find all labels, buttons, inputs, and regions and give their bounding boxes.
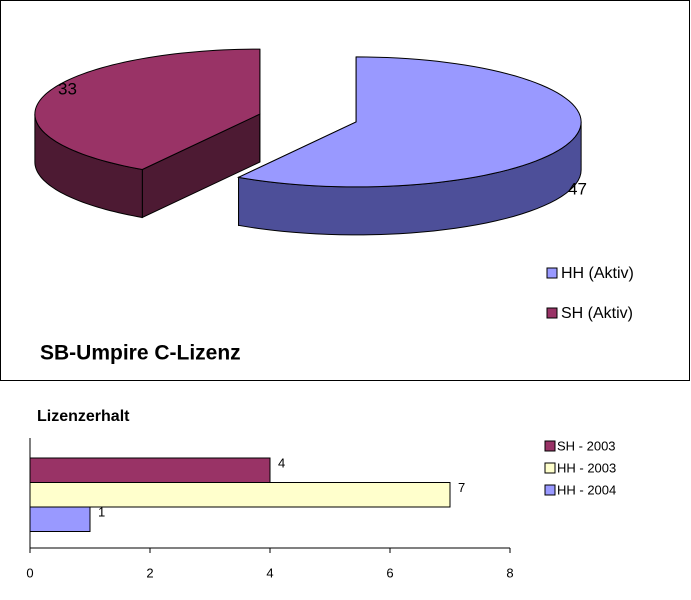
data-label: 47: [568, 179, 587, 198]
x-tick-label: 6: [386, 565, 393, 580]
legend-swatch: [544, 440, 556, 452]
x-tick-label: 0: [26, 565, 33, 580]
pie-slice: [236, 56, 582, 188]
bar: [29, 457, 271, 483]
data-label: 7: [458, 480, 465, 495]
legend-swatch: [544, 462, 556, 474]
bar-title: Lizenzerhalt: [37, 408, 130, 425]
legend-swatch: [546, 307, 558, 319]
bar: [29, 482, 451, 508]
legend-label: HH - 2004: [557, 482, 616, 497]
x-tick-label: 4: [266, 565, 273, 580]
x-tick-label: 8: [506, 565, 513, 580]
legend-label: SH (Aktiv): [561, 305, 633, 322]
pie-slice: [34, 48, 261, 171]
data-label: 4: [278, 455, 285, 470]
data-label: 1: [98, 504, 105, 519]
legend-label: HH (Aktiv): [561, 265, 634, 282]
x-tick-label: 2: [146, 565, 153, 580]
legend-label: HH - 2003: [557, 460, 616, 475]
legend-swatch: [544, 484, 556, 496]
legend-swatch: [546, 267, 558, 279]
pie-title: SB-Umpire C-Lizenz: [40, 342, 241, 365]
data-label: 33: [58, 79, 77, 98]
legend-label: SH - 2003: [557, 438, 616, 453]
bar: [29, 506, 91, 532]
